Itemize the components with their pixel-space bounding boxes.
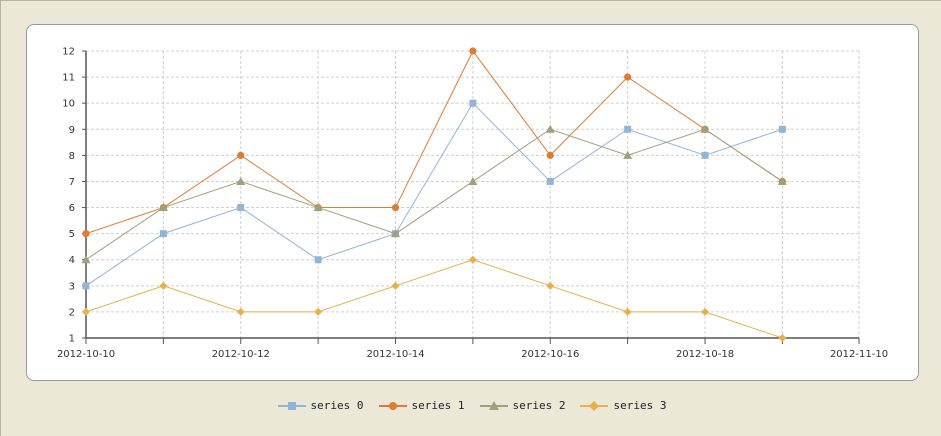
series-2-point [391, 229, 400, 238]
y-tick-label: 3 [69, 281, 75, 292]
series-3-point [701, 307, 709, 316]
series-0-point [237, 204, 245, 212]
series-3-point [468, 255, 477, 264]
series-1-point [237, 151, 245, 159]
series-3-point [546, 281, 555, 290]
series-3-point [159, 281, 168, 290]
legend-swatch-square-icon [277, 401, 306, 410]
series-0-point [701, 151, 709, 159]
series-0-line [85, 102, 783, 287]
legend-item-series-0[interactable]: series 0 [277, 399, 364, 412]
series-0-point [546, 177, 554, 185]
series-3-line [85, 259, 783, 339]
legend-label: series 3 [613, 399, 667, 412]
y-tick-label: 5 [69, 229, 75, 240]
series-0-point [624, 125, 632, 133]
y-tick-label: 10 [62, 99, 75, 110]
series-0-point [778, 125, 786, 133]
legend-label: series 1 [411, 399, 465, 412]
y-tick-label: 11 [62, 73, 75, 84]
series-1-point [82, 230, 90, 238]
series-0-point [159, 230, 167, 238]
series-3-point [236, 307, 245, 316]
series-2-point [81, 255, 91, 264]
series-2-point [777, 176, 787, 185]
series-0-point [314, 256, 322, 264]
y-tick-label: 1 [69, 334, 75, 345]
x-tick-label: 2012-10-10 [57, 349, 115, 360]
y-tick-label: 9 [69, 125, 75, 136]
legend-item-series-3[interactable]: series 3 [579, 399, 666, 412]
series-3-point [391, 281, 400, 290]
series-2-point [545, 124, 555, 133]
series-2-point [236, 176, 246, 185]
chart-legend: series 0 series 1 series 2 series 3 [1, 399, 941, 412]
legend-label: series 0 [310, 399, 364, 412]
x-tick-label: 2012-10-16 [521, 349, 579, 360]
legend-label: series 2 [512, 399, 566, 412]
series-1-point [469, 47, 477, 55]
series-2-point [700, 124, 710, 133]
series-3-point [778, 334, 787, 342]
x-tick-label: 2012-11-10 [830, 349, 888, 360]
series-2-point [313, 203, 323, 212]
series-0-point [82, 282, 90, 290]
series-2-line [85, 128, 783, 261]
series-1-point [546, 151, 554, 159]
series-1-line [85, 50, 783, 235]
x-tick-label: 2012-10-14 [366, 349, 424, 360]
series-2-point [623, 150, 633, 159]
legend-item-series-1[interactable]: series 1 [378, 399, 465, 412]
series-2-point [468, 176, 478, 185]
series-3-point [82, 307, 90, 316]
series-1-point [624, 73, 632, 81]
y-tick-label: 6 [69, 203, 75, 214]
series-1-point [391, 203, 400, 212]
legend-swatch-triangle-icon [479, 400, 508, 410]
y-tick-label: 8 [69, 151, 75, 162]
y-tick-label: 2 [69, 307, 75, 318]
series-2-point [158, 203, 168, 212]
legend-swatch-circle-icon [378, 401, 407, 410]
legend-item-series-2[interactable]: series 2 [479, 399, 566, 412]
x-tick-label: 2012-10-18 [676, 349, 734, 360]
x-tick-label: 2012-10-12 [212, 349, 270, 360]
y-tick-label: 7 [69, 177, 75, 188]
series-0-point [469, 99, 477, 107]
series-3-point [314, 307, 323, 316]
y-tick-label: 12 [62, 47, 75, 58]
series-3-point [623, 307, 632, 316]
legend-swatch-diamond-icon [580, 400, 609, 411]
y-tick-label: 4 [69, 255, 75, 266]
